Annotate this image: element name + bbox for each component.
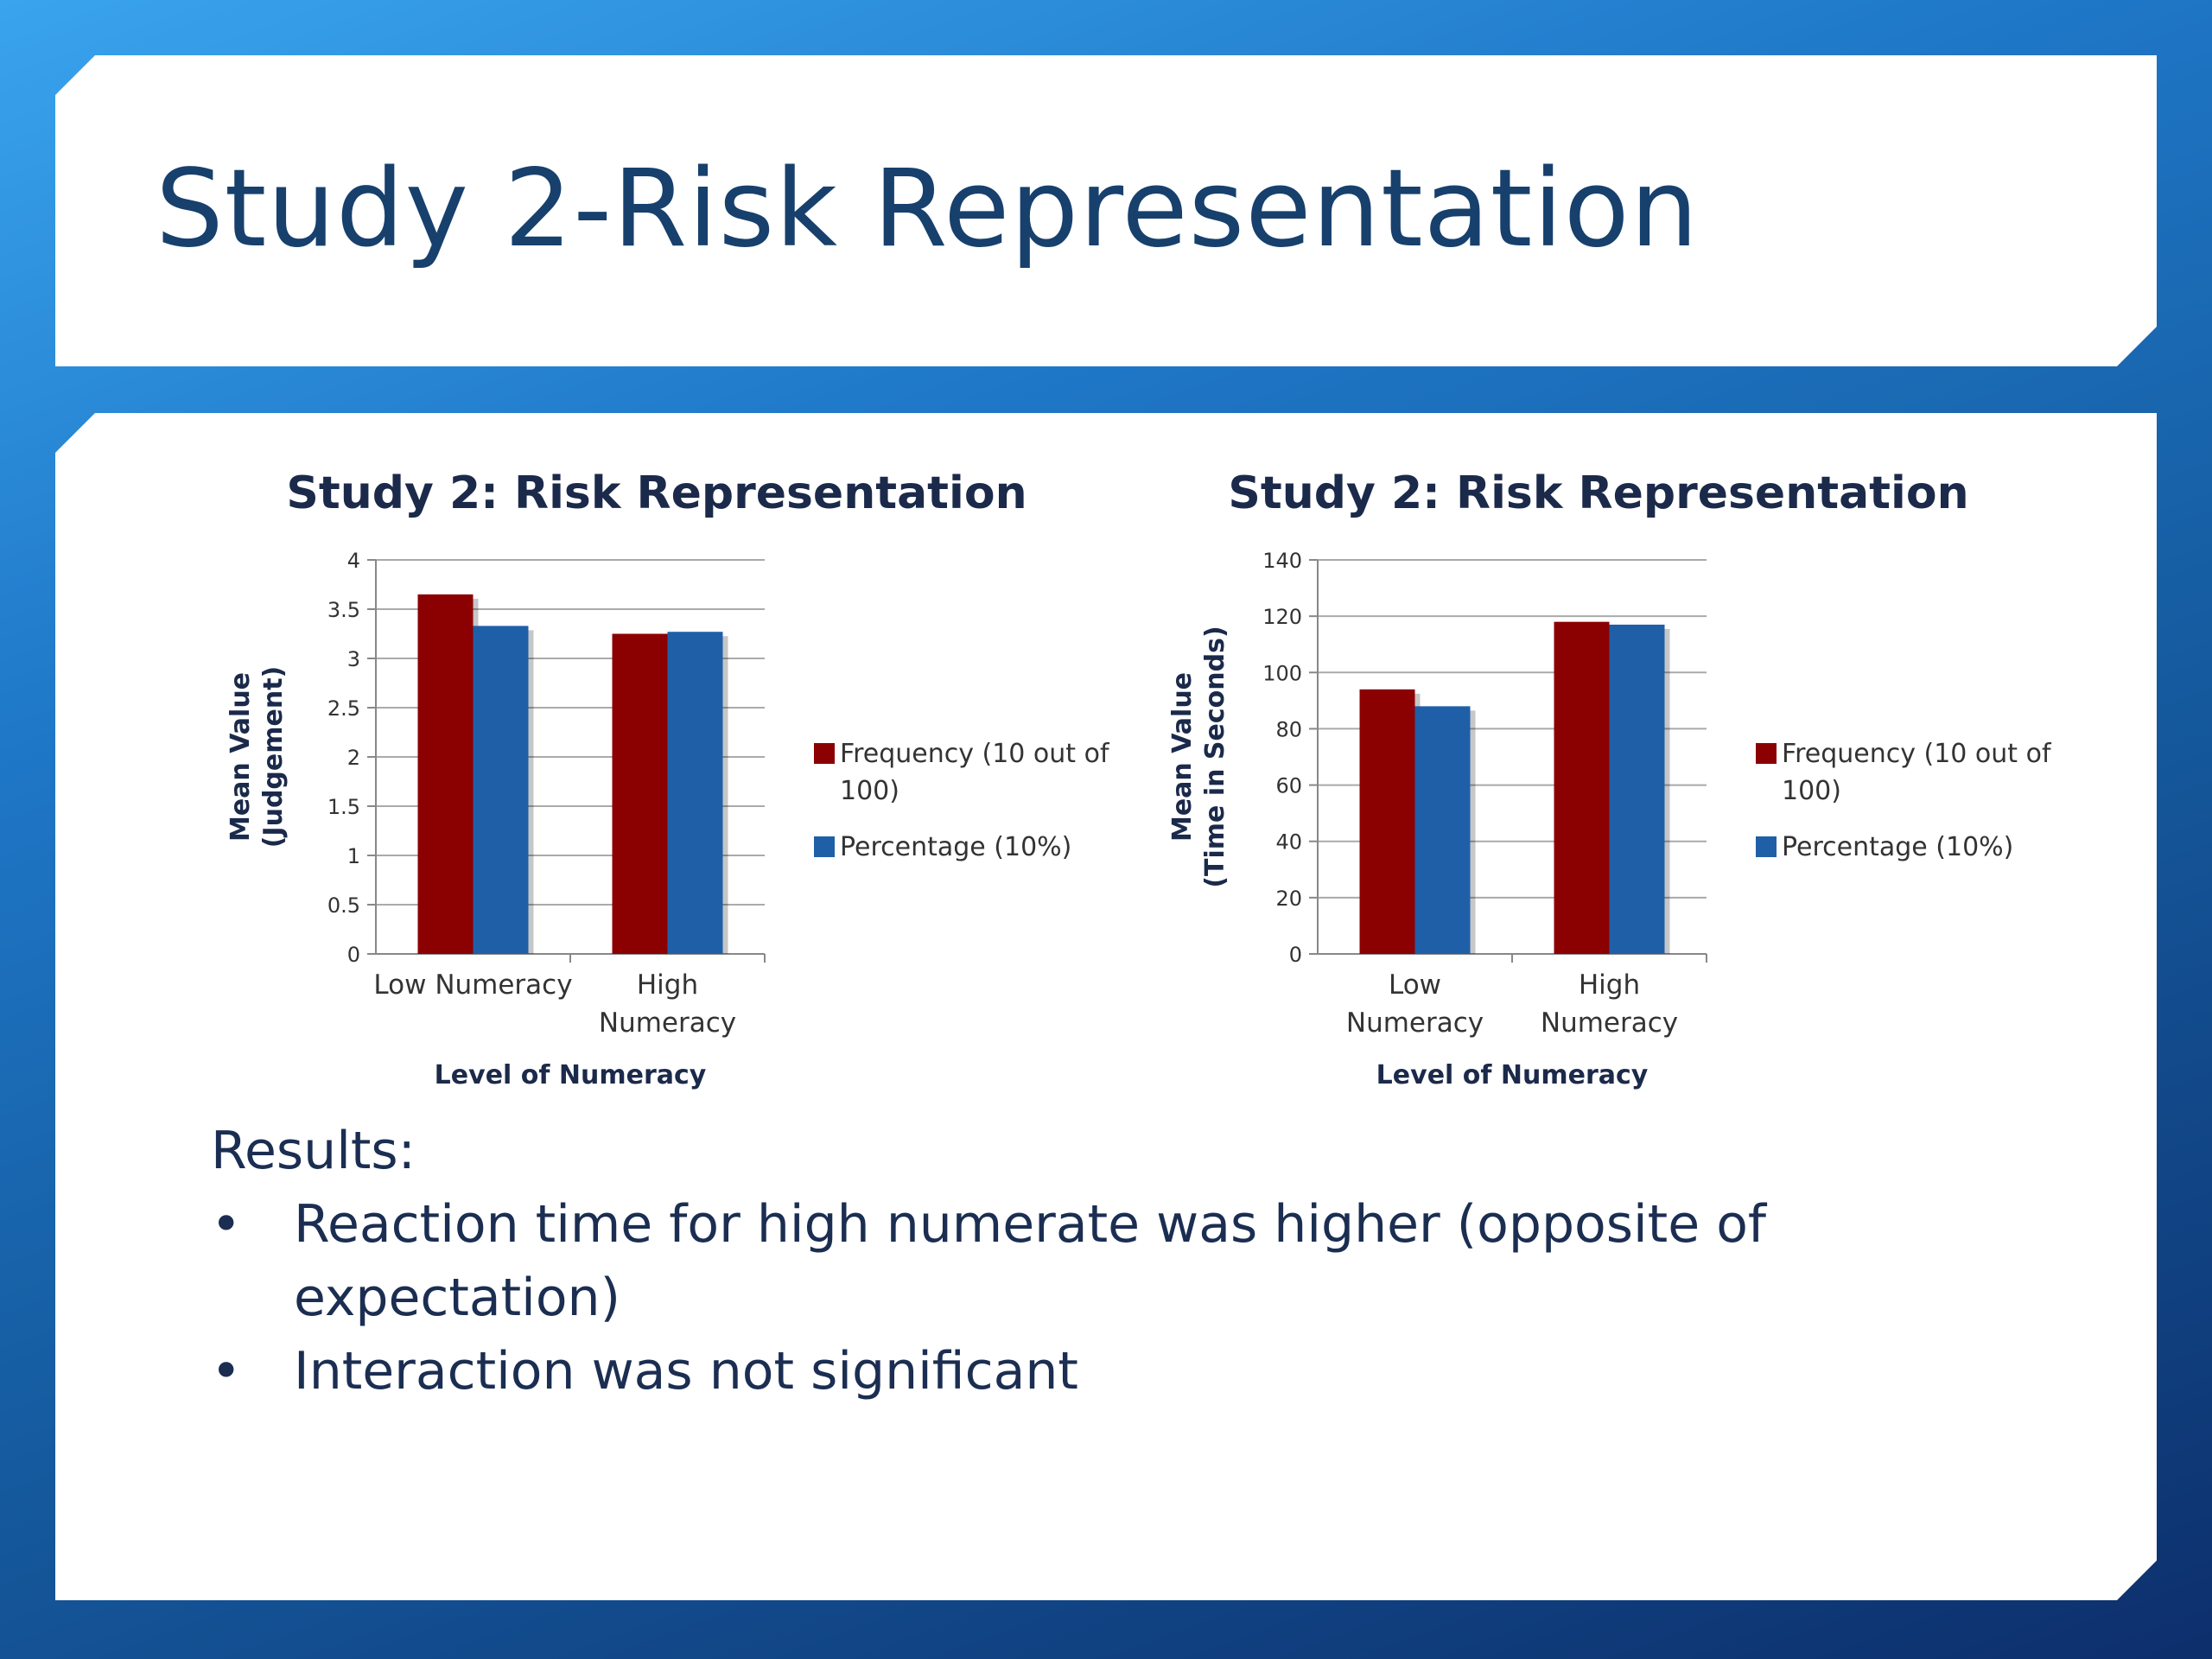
legend-swatch xyxy=(814,743,835,764)
content-panel xyxy=(55,413,2157,1600)
y-tick-label: 140 xyxy=(1262,549,1302,573)
bar xyxy=(1609,624,1665,954)
y-axis-title: (Judgement) xyxy=(258,666,289,849)
legend-swatch xyxy=(814,836,835,857)
slide-title: Study 2-Risk Representation xyxy=(156,147,1700,271)
y-tick-label: 3.5 xyxy=(327,598,360,622)
bar xyxy=(667,632,723,954)
legend-label: Percentage (10%) xyxy=(840,832,1071,862)
results-bullet-text: Interaction was not significant xyxy=(294,1341,1078,1402)
category-label: Numeracy xyxy=(599,1007,736,1039)
legend-label: Frequency (10 out of xyxy=(1782,739,2052,769)
x-axis-title: Level of Numeracy xyxy=(1376,1060,1649,1090)
legend-label: 100) xyxy=(1782,776,1841,806)
y-tick-label: 2 xyxy=(347,746,360,770)
category-label: Low Numeracy xyxy=(373,969,572,1001)
category-label: High xyxy=(637,969,698,1001)
y-tick-label: 60 xyxy=(1275,774,1302,798)
y-tick-label: 80 xyxy=(1275,717,1302,741)
bullet-marker: • xyxy=(211,1341,242,1402)
results-bullet-item: • Reaction time for high numerate was hi… xyxy=(211,1188,2025,1335)
title-panel xyxy=(55,55,2157,366)
bar xyxy=(417,594,474,954)
results-section: Results: • Reaction time for high numera… xyxy=(211,1115,2025,1408)
y-tick-label: 0 xyxy=(1289,943,1302,967)
y-tick-label: 2.5 xyxy=(327,696,360,721)
results-heading: Results: xyxy=(211,1121,416,1181)
y-tick-label: 0 xyxy=(347,943,360,967)
chart-title: Study 2: Risk Representation xyxy=(286,467,1027,519)
category-label: High xyxy=(1579,969,1640,1001)
y-axis-title: Mean Value xyxy=(1167,672,1198,842)
y-tick-label: 1 xyxy=(347,844,360,868)
bar xyxy=(473,626,529,954)
y-axis-title: Mean Value xyxy=(226,672,256,842)
legend-label: Frequency (10 out of xyxy=(840,739,1110,769)
legend-swatch xyxy=(1756,743,1777,764)
y-tick-label: 20 xyxy=(1275,887,1302,911)
results-bullet-item: • Interaction was not significant xyxy=(211,1335,2025,1408)
y-tick-label: 0.5 xyxy=(327,893,360,918)
chart-reaction-time: Study 2: Risk Representation 0 20 40 60 80 100… xyxy=(1167,467,2052,1090)
y-tick-label: 1.5 xyxy=(327,795,360,819)
x-axis-title: Level of Numeracy xyxy=(435,1060,707,1090)
category-label: Low xyxy=(1389,969,1441,1001)
results-list: • Reaction time for high numerate was hi… xyxy=(211,1188,2025,1408)
y-tick-label: 40 xyxy=(1275,830,1302,855)
bullet-marker: • xyxy=(211,1194,242,1255)
bar xyxy=(612,633,668,954)
y-tick-label: 3 xyxy=(347,647,360,671)
chart-title: Study 2: Risk Representation xyxy=(1228,467,1968,519)
y-tick-label: 4 xyxy=(347,549,360,573)
y-axis-title: (Time in Seconds) xyxy=(1200,626,1230,887)
legend-label: Percentage (10%) xyxy=(1782,832,2013,862)
legend-swatch xyxy=(1756,836,1777,857)
y-tick-label: 120 xyxy=(1262,605,1302,629)
bar xyxy=(1359,689,1415,954)
bar xyxy=(1554,621,1610,954)
y-tick-label: 100 xyxy=(1262,661,1302,685)
legend-label: 100) xyxy=(840,776,899,806)
bar xyxy=(1414,706,1471,954)
category-label: Numeracy xyxy=(1346,1007,1484,1039)
results-bullet-text: Reaction time for high numerate was high… xyxy=(294,1194,1767,1328)
category-label: Numeracy xyxy=(1541,1007,1678,1039)
chart-judgement: Study 2: Risk Representation 0 0.5 1 1.5 2 2.5… xyxy=(226,467,1110,1090)
